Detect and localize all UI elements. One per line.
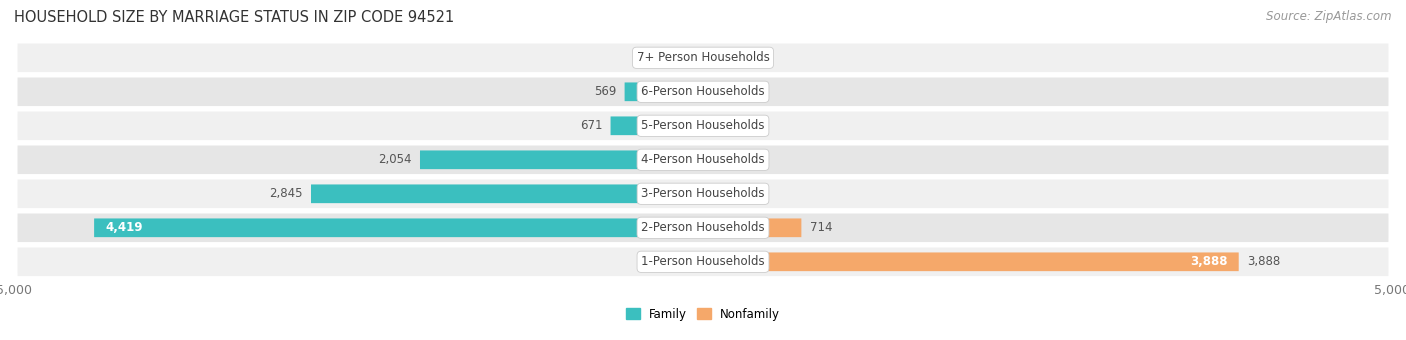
- Text: 151: 151: [651, 51, 673, 64]
- FancyBboxPatch shape: [703, 218, 801, 237]
- FancyBboxPatch shape: [703, 150, 731, 169]
- FancyBboxPatch shape: [682, 49, 703, 67]
- Text: 75: 75: [738, 153, 754, 166]
- FancyBboxPatch shape: [420, 150, 703, 169]
- Text: 1-Person Households: 1-Person Households: [641, 255, 765, 268]
- FancyBboxPatch shape: [17, 78, 1389, 106]
- Legend: Family, Nonfamily: Family, Nonfamily: [621, 303, 785, 325]
- Text: 3,888: 3,888: [1191, 255, 1227, 268]
- FancyBboxPatch shape: [703, 184, 731, 203]
- FancyBboxPatch shape: [17, 112, 1389, 140]
- FancyBboxPatch shape: [703, 83, 731, 101]
- FancyBboxPatch shape: [17, 44, 1389, 72]
- Text: 569: 569: [593, 85, 616, 98]
- FancyBboxPatch shape: [17, 146, 1389, 174]
- FancyBboxPatch shape: [17, 248, 1389, 276]
- Text: 0: 0: [738, 51, 747, 64]
- Text: 714: 714: [810, 221, 832, 234]
- FancyBboxPatch shape: [94, 218, 703, 237]
- FancyBboxPatch shape: [624, 83, 703, 101]
- Text: 4,419: 4,419: [105, 221, 142, 234]
- FancyBboxPatch shape: [703, 49, 731, 67]
- Text: Source: ZipAtlas.com: Source: ZipAtlas.com: [1267, 10, 1392, 23]
- Text: 671: 671: [579, 119, 602, 132]
- Text: 2,845: 2,845: [269, 187, 302, 200]
- Text: 127: 127: [738, 187, 761, 200]
- Text: 2,054: 2,054: [378, 153, 412, 166]
- Text: 0: 0: [738, 119, 747, 132]
- FancyBboxPatch shape: [703, 116, 731, 135]
- Text: 7+ Person Households: 7+ Person Households: [637, 51, 769, 64]
- FancyBboxPatch shape: [311, 184, 703, 203]
- Text: 4-Person Households: 4-Person Households: [641, 153, 765, 166]
- Text: 0: 0: [738, 85, 747, 98]
- FancyBboxPatch shape: [17, 214, 1389, 242]
- Text: 3,888: 3,888: [1247, 255, 1281, 268]
- FancyBboxPatch shape: [17, 180, 1389, 208]
- Text: 2-Person Households: 2-Person Households: [641, 221, 765, 234]
- FancyBboxPatch shape: [703, 252, 1239, 271]
- Text: 3-Person Households: 3-Person Households: [641, 187, 765, 200]
- FancyBboxPatch shape: [610, 116, 703, 135]
- Text: 5-Person Households: 5-Person Households: [641, 119, 765, 132]
- Text: 6-Person Households: 6-Person Households: [641, 85, 765, 98]
- Text: HOUSEHOLD SIZE BY MARRIAGE STATUS IN ZIP CODE 94521: HOUSEHOLD SIZE BY MARRIAGE STATUS IN ZIP…: [14, 10, 454, 25]
